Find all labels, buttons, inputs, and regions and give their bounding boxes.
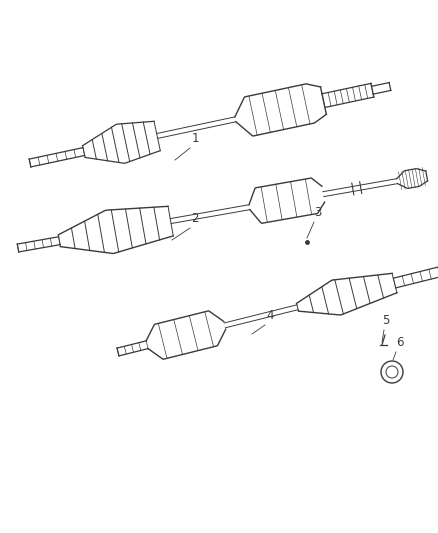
Text: 5: 5 [382, 314, 390, 327]
Text: 1: 1 [191, 132, 199, 145]
Text: 2: 2 [191, 212, 199, 225]
Text: 6: 6 [396, 336, 404, 349]
Text: 3: 3 [314, 206, 321, 219]
Text: 4: 4 [266, 309, 274, 322]
